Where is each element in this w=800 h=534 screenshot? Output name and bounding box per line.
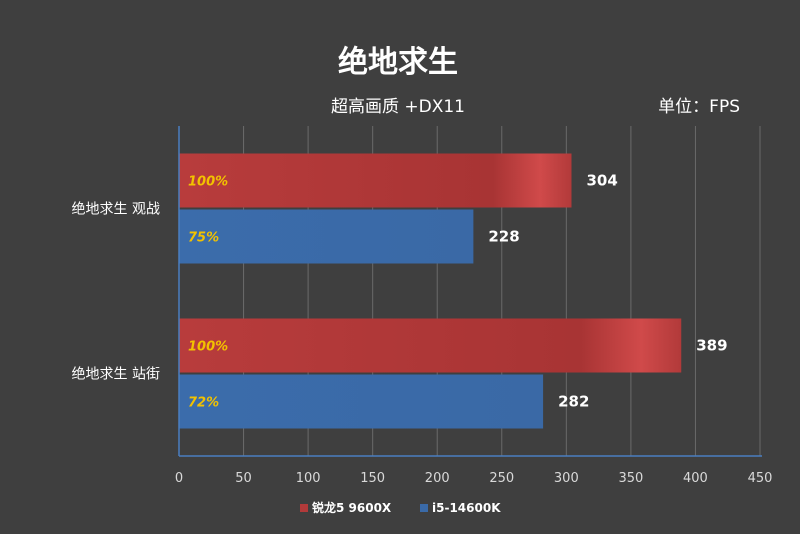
unit-label: 单位：FPS [658,97,740,117]
x-tick-label: 250 [489,471,514,486]
x-tick-label: 150 [360,471,385,486]
legend-swatch [300,504,308,512]
data-label: 304 [586,172,617,190]
percent-label: 75% [188,231,219,246]
percent-label: 72% [188,396,219,411]
data-label: 228 [488,228,519,246]
x-tick-label: 350 [618,471,643,486]
bar [179,374,544,429]
data-label: 282 [558,393,589,411]
data-label: 389 [696,337,727,355]
legend-label: i5-14600K [432,501,501,515]
bar [179,318,682,373]
chart-title: 绝地求生 [338,45,458,80]
legend-swatch [420,504,428,512]
category-label: 绝地求生 站街 [72,367,160,383]
percent-label: 100% [188,340,228,355]
category-label: 绝地求生 观战 [72,202,160,218]
legend: 锐龙5 9600X i5-14600K [300,500,501,515]
bar [179,153,572,208]
x-tick-label: 100 [296,471,321,486]
bars [179,153,682,429]
bar [179,209,474,264]
x-tick-label: 300 [554,471,579,486]
x-tick-label: 200 [425,471,450,486]
x-tick-label: 450 [748,471,773,486]
chart-subtitle: 超高画质 +DX11 [331,97,465,117]
bar-labels: 304 100% 228 75% 389 100% 282 72% [188,172,728,411]
percent-label: 100% [188,175,228,190]
legend-label: 锐龙5 9600X [312,500,392,515]
x-tick-label: 400 [683,471,708,486]
x-tick-labels: 0 50 100 150 200 250 300 350 400 450 [175,471,773,486]
x-tick-label: 0 [175,471,183,486]
x-tick-label: 50 [235,471,252,486]
